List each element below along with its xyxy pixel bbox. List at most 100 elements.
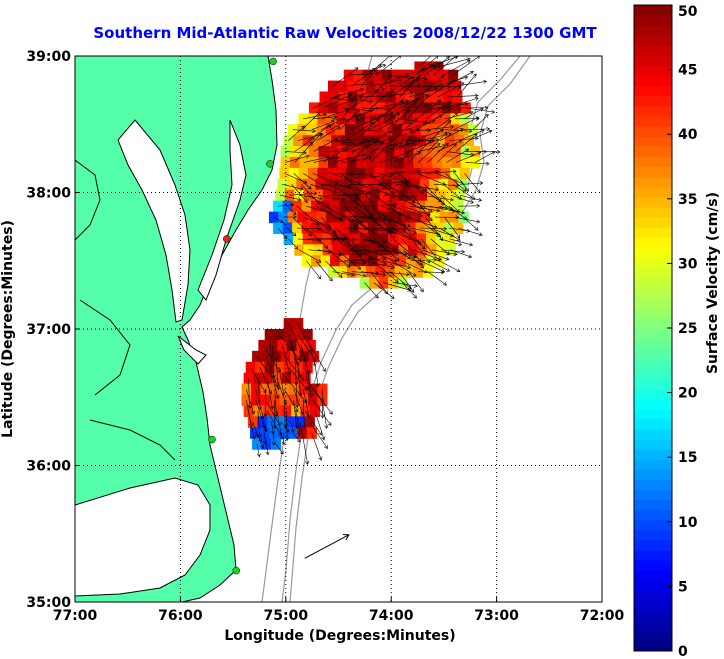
colorbar-swatch [634,529,672,541]
velocity-arrow [422,194,454,201]
velocity-arrow [278,334,301,361]
velocity-arrow [332,141,363,152]
velocity-cell [331,135,342,147]
velocity-arrowhead [419,138,424,143]
velocity-arrow [285,356,305,381]
velocity-arrowhead [353,224,358,228]
velocity-arrow [401,260,428,273]
velocity-arrowhead [350,140,355,145]
velocity-arrowhead [376,139,381,144]
velocity-cell [318,102,329,114]
velocity-arrowhead [305,154,310,159]
colorbar-swatch [634,620,672,632]
velocity-arrow [445,173,467,192]
velocity-arrowhead [433,224,438,229]
velocity-cell [357,91,368,104]
velocity-arrowhead [368,256,372,262]
velocity-arrowhead [271,374,276,379]
velocity-arrowhead [458,242,463,247]
velocity-arrow [431,249,458,255]
velocity-arrowhead [423,269,428,274]
colorbar-swatch [634,509,672,521]
velocity-arrow [410,259,437,262]
velocity-arrow [255,399,266,429]
velocity-arrow [378,99,404,120]
velocity-arrowhead [380,175,385,180]
velocity-arrowhead [380,141,385,145]
velocity-arrow [320,184,351,188]
velocity-arrow [277,204,294,207]
velocity-arrow [269,367,279,399]
velocity-arrowhead [327,421,332,426]
velocity-arrowhead [303,399,308,404]
velocity-arrowhead [484,105,489,110]
colorbar-swatch [634,257,672,268]
velocity-arrowhead [458,139,463,144]
velocity-arrowhead [445,251,450,256]
velocity-arrowhead [391,265,396,270]
colorbar-swatch [634,630,672,642]
velocity-arrow [295,378,298,408]
velocity-arrowhead [425,94,430,99]
velocity-arrowhead [474,96,479,101]
velocity-cell [431,113,442,125]
colorbar-swatch [634,479,672,490]
velocity-cell [450,113,461,125]
colorbar-swatch [634,640,672,652]
velocity-arrow [288,367,308,391]
velocity-arrowhead [496,149,501,154]
velocity-arrowhead [279,219,284,223]
velocity-arrow [313,94,341,109]
velocity-arrow [287,227,297,237]
velocity-arrow [288,125,305,141]
velocity-arrow [392,282,418,287]
velocity-cell [388,135,399,147]
velocity-arrow [267,410,282,436]
velocity-arrowhead [383,133,388,137]
velocity-arrow [354,238,386,243]
velocity-arrowhead [270,430,275,435]
velocity-arrowhead [335,155,340,160]
velocity-arrowhead [488,129,493,134]
velocity-cell [302,233,313,245]
velocity-arrowhead [440,74,445,79]
velocity-arrow [292,216,312,237]
velocity-arrowhead [263,440,268,445]
colorbar-swatch [634,267,672,279]
velocity-arrow [370,271,388,295]
velocity-cell [414,61,425,73]
velocity-arrowhead [398,123,403,128]
velocity-arrowhead [359,87,364,92]
velocity-arrowhead [420,264,425,269]
velocity-arrow [314,410,325,440]
velocity-arrow [327,249,351,268]
velocity-arrow [326,140,354,144]
velocity-arrow [322,173,354,175]
velocity-arrow [343,96,373,103]
colorbar-swatch [634,570,672,581]
velocity-arrow [427,132,448,152]
velocity-arrowhead [336,235,341,240]
velocity-arrowhead [478,232,483,237]
velocity-arrow [433,184,460,186]
velocity-arrowhead [344,108,349,113]
velocity-arrowhead [456,234,461,239]
velocity-arrow [360,112,394,120]
velocity-arrowhead [318,196,323,201]
velocity-arrowhead [309,348,313,353]
x-tick-label: 76:00 [158,608,203,624]
velocity-arrow [304,156,329,163]
velocity-arrow [416,99,441,120]
velocity-arrow [418,102,451,109]
velocity-cell [308,157,320,169]
velocity-arrowhead [433,86,438,91]
velocity-arrow [380,73,409,87]
velocity-cell [356,157,367,169]
velocity-arrow [266,356,278,387]
velocity-cell [373,124,384,136]
velocity-cell [343,69,354,82]
velocity-arrowhead [397,212,402,216]
velocity-arrow [425,216,443,241]
velocity-arrow [326,238,356,241]
velocity-arrow [370,142,403,152]
